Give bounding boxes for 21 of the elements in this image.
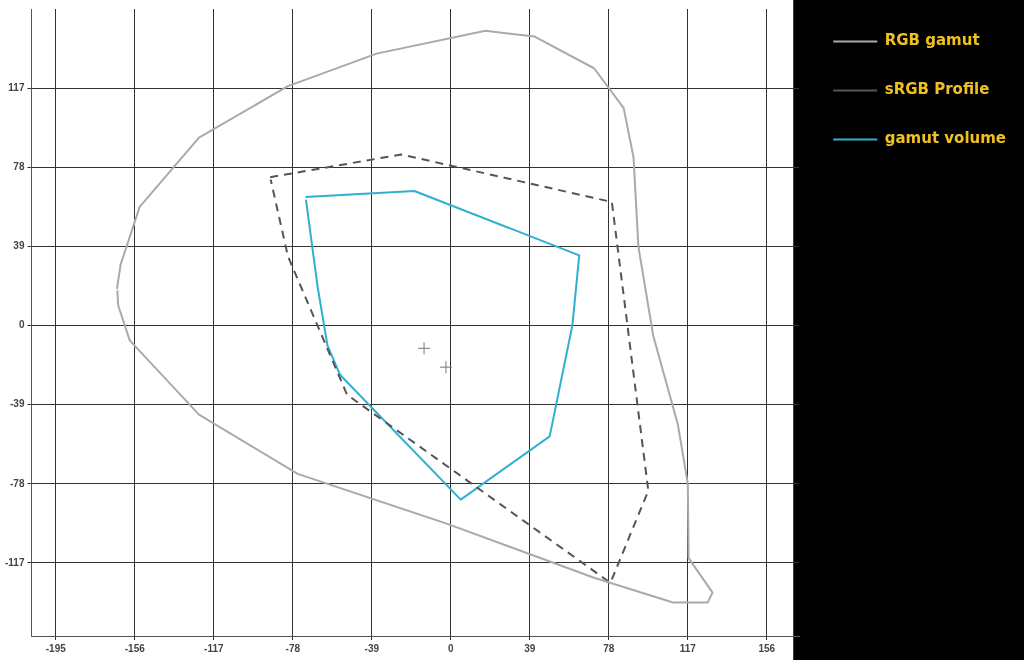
x-tick-label: 117	[679, 642, 697, 654]
x-tick-label: 0	[448, 642, 455, 654]
line-series	[269, 153, 650, 584]
legend-label: sRGB Profile	[884, 80, 990, 99]
y-tick-label: -117	[4, 556, 25, 568]
legend-label: RGB gamut	[884, 31, 980, 50]
y-tick-label: 39	[13, 240, 25, 252]
x-tick-label: -117	[204, 642, 224, 654]
y-tick-label: -39	[10, 398, 25, 410]
x-tick-label: 39	[524, 642, 536, 654]
y-tick-label: -78	[10, 477, 25, 489]
x-tick-label: -156	[124, 642, 146, 654]
y-tick-label: 78	[13, 161, 25, 173]
y-tick-label: 0	[18, 319, 25, 331]
legend-label: gamut volume	[884, 129, 1007, 148]
x-tick-label: -195	[45, 642, 67, 654]
y-tick-label: 117	[8, 81, 25, 93]
x-tick-label: -39	[364, 642, 380, 654]
x-tick-label: 78	[603, 642, 615, 654]
x-tick-label: 156	[758, 642, 776, 654]
x-tick-label: -78	[285, 642, 301, 654]
